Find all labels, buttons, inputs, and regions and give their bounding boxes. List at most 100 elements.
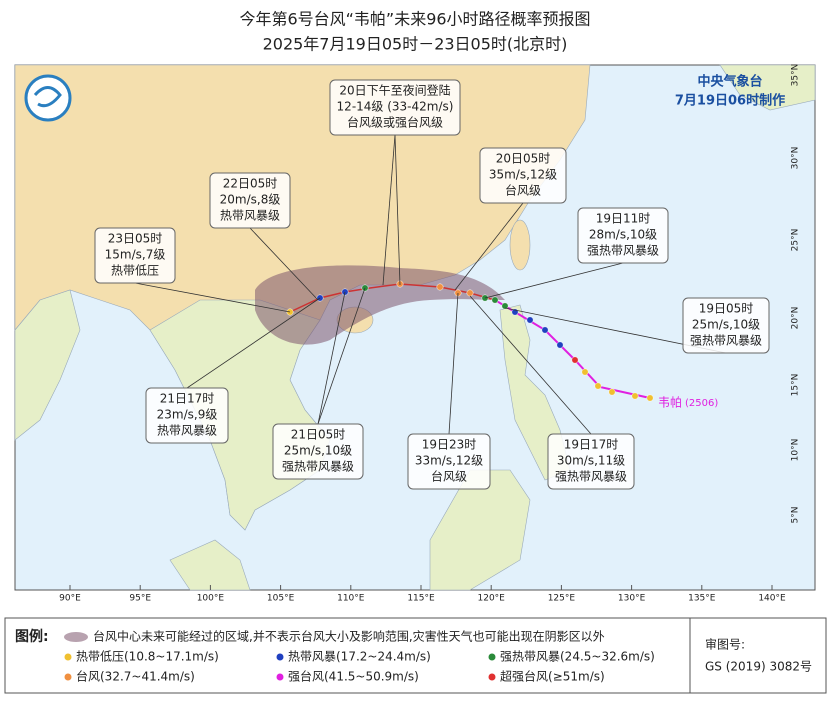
track-point (436, 283, 444, 291)
callout-box (547, 433, 635, 490)
japan (719, 64, 816, 111)
callout-text: 23m/s,9级 (157, 408, 218, 422)
leader-line (317, 287, 366, 425)
legend-dot (64, 673, 72, 681)
callout-text: 20日05时 (496, 152, 551, 166)
callout-text: 22日05时 (223, 177, 278, 191)
longitude-label: 105°E (267, 594, 295, 604)
logo (24, 74, 72, 122)
callout-text: 12-14级 (33-42m/s) (337, 100, 454, 114)
callout-box (272, 423, 364, 480)
track-point (556, 341, 564, 349)
callout-box (682, 297, 770, 354)
track-point (541, 326, 549, 334)
callout-text: 30m/s,11级 (557, 454, 625, 468)
legend-label: 强台风(41.5~50.9m/s) (288, 669, 419, 684)
legend-label: 强热带风暴(24.5~32.6m/s) (500, 650, 655, 664)
track-point (571, 356, 579, 364)
legend-items: 热带低压(10.8~17.1m/s) 热带风暴(17.2~24.4m/s) 强热带风… (64, 650, 655, 684)
legend-label: 台风(32.7~41.4m/s) (76, 669, 195, 684)
latitude-label: 15°N (791, 374, 801, 397)
track-point (501, 302, 509, 310)
callout-text: 强热带风暴级 (587, 244, 659, 258)
callout-text: 强热带风暴级 (555, 470, 627, 484)
legend-label: 热带低压(10.8~17.1m/s) (76, 650, 219, 664)
latitude-label: 20°N (791, 307, 801, 330)
longitude-label: 95°E (129, 594, 151, 604)
callout-box (407, 433, 491, 490)
typhoon-name: 韦帕 (658, 395, 682, 410)
callout-text: 21日05时 (291, 428, 346, 442)
legend-dot (488, 673, 496, 681)
callouts: 20日下午至夜间登陆 12-14级 (33-42m/s)台风级或强台风级 20日05… (94, 79, 770, 490)
leader-line (317, 291, 346, 425)
track-point (581, 368, 589, 376)
callout-text: 20日下午至夜间登陆 (339, 83, 450, 98)
legend-dot (488, 653, 496, 661)
callout-text: 15m/s,7级 (105, 248, 166, 262)
logo-mark (33, 86, 62, 108)
callout-box (479, 147, 567, 204)
longitude-label: 130°E (618, 594, 646, 604)
latitude-label: 35°N (791, 64, 801, 87)
longitude-label: 110°E (337, 594, 365, 604)
leader-line (394, 134, 401, 286)
callout-text: 台风级 (505, 183, 541, 198)
taiwan (509, 219, 531, 271)
callout-text: 热带风暴级 (220, 209, 280, 223)
agency-name: 中央气象台 (697, 74, 762, 90)
callout-text: 25m/s,10级 (692, 318, 760, 332)
callout-text: 33m/s,12级 (415, 454, 483, 468)
track-point (646, 394, 654, 402)
track-point (631, 392, 639, 400)
forecast-track (289, 283, 496, 313)
track-point (594, 382, 602, 390)
callout-text: 台风级 (431, 469, 467, 484)
leader-line (448, 292, 459, 435)
callout-text: 热带低压 (111, 264, 159, 278)
latitude-label: 25°N (791, 229, 801, 252)
graticule-labels: 90°E 95°E 100°E 105°E 110°E 115°E 120°E 125°E 13… (59, 64, 800, 604)
legend-label: 热带风暴(17.2~24.4m/s) (288, 650, 431, 664)
legend-dot (276, 653, 284, 661)
legend-cone-swatch (64, 632, 88, 642)
track-point (491, 296, 499, 304)
legend-cone: 台风中心未来可能经过的区域,并不表示台风大小及影响范围,灾害性天气也可能出现在阴… (93, 629, 605, 644)
latitude-label: 30°N (791, 147, 801, 170)
title: 今年第6号台风“韦帕”未来96小时路径概率预报图 (239, 10, 590, 29)
longitude-label: 115°E (407, 594, 435, 604)
callout-text: 强热带风暴级 (282, 460, 354, 474)
callout-text: 23日05时 (108, 232, 163, 246)
track-point (608, 388, 616, 396)
legend-dot (64, 653, 72, 661)
agency-issued: 7月19日06时制作 (675, 93, 785, 109)
leader-line (249, 227, 319, 301)
typhoon-code: (2506) (685, 398, 718, 409)
callout-box (145, 387, 229, 444)
india (14, 289, 81, 441)
callout-text: 强热带风暴级 (690, 334, 762, 348)
callout-box (329, 79, 461, 136)
legend-label: 超强台风(≥51m/s) (500, 669, 605, 684)
callout-box (209, 172, 291, 229)
longitude-label: 90°E (59, 594, 81, 604)
longitude-label: 140°E (758, 594, 786, 604)
callout-text: 21日17时 (160, 392, 215, 406)
legend-title: 图例: (15, 628, 49, 645)
leader-line (469, 295, 592, 435)
callout-box (577, 207, 669, 264)
longitude-label: 125°E (548, 594, 576, 604)
leader-line (382, 134, 396, 286)
callout-box (94, 227, 176, 284)
subtitle: 2025年7月19日05时－23日05时(北京时) (263, 35, 568, 54)
sumatra (169, 539, 251, 591)
track-point (526, 316, 534, 324)
leader-line (134, 282, 291, 313)
callout-text: 25m/s,10级 (284, 444, 352, 458)
callout-text: 热带风暴级 (157, 424, 217, 438)
callout-text: 20m/s,8级 (220, 193, 281, 207)
callout-text: 19日05时 (699, 302, 754, 316)
leader-line (186, 297, 321, 389)
approval-label: 审图号: (705, 637, 745, 652)
